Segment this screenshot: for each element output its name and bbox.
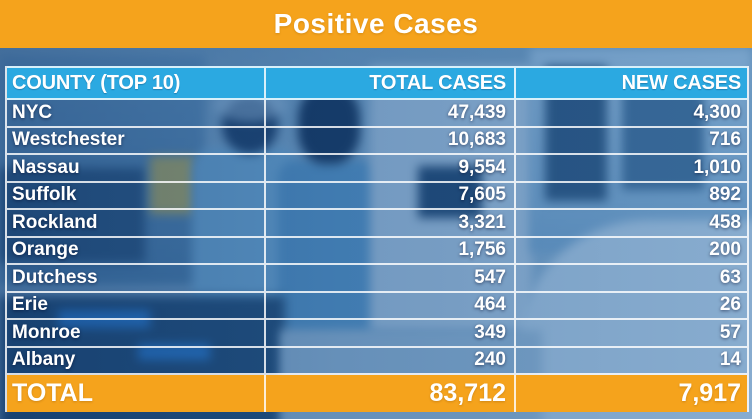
- title-band: Positive Cases: [0, 0, 752, 48]
- total-cases-cell: 1,756: [266, 237, 516, 263]
- new-cases-cell: 1,010: [693, 156, 741, 178]
- total-cases-cell: 7,605: [266, 182, 516, 208]
- new-cases-cell: 4,300: [693, 101, 741, 123]
- header-county: COUNTY (TOP 10): [7, 68, 266, 98]
- table-row: Orange 1,756 200: [7, 237, 747, 265]
- new-cases-cell: 14: [719, 349, 741, 371]
- new-cases-cell: 458: [709, 211, 741, 233]
- total-cases-cell: 47,439: [266, 100, 516, 126]
- header-new-cases: NEW CASES: [621, 71, 742, 94]
- new-cases-cell: 716: [709, 129, 741, 151]
- county-cell: Suffolk: [7, 182, 266, 208]
- cases-table: COUNTY (TOP 10) TOTAL CASES NEW CASES NY…: [5, 66, 749, 412]
- table-row: Monroe 349 57: [7, 320, 747, 348]
- new-cases-cell: 200: [709, 239, 741, 261]
- county-cell: Dutchess: [7, 265, 266, 291]
- total-cases-cell: 3,321: [266, 210, 516, 236]
- total-cases-value: 83,712: [266, 375, 516, 412]
- total-row: TOTAL 83,712 7,917: [7, 375, 747, 412]
- total-cases-cell: 349: [266, 320, 516, 346]
- county-cell: Erie: [7, 292, 266, 318]
- table-row: Nassau 9,554 1,010: [7, 155, 747, 183]
- total-cases-cell: 547: [266, 265, 516, 291]
- header-total-cases: TOTAL CASES: [266, 68, 516, 98]
- county-cell: Westchester: [7, 127, 266, 153]
- new-cases-cell: 57: [719, 321, 741, 343]
- table-row: Erie 464 26: [7, 292, 747, 320]
- table-row: Dutchess 547 63: [7, 265, 747, 293]
- table-header-row: COUNTY (TOP 10) TOTAL CASES NEW CASES: [7, 66, 747, 100]
- total-cases-cell: 9,554: [266, 155, 516, 181]
- table-body: NYC 47,439 4,300 Westchester 10,683 716 Nassau…: [7, 100, 747, 375]
- county-cell: Nassau: [7, 155, 266, 181]
- new-cases-cell: 892: [709, 184, 741, 206]
- total-new-cases-value: 7,917: [678, 379, 741, 407]
- county-cell: Rockland: [7, 210, 266, 236]
- total-cases-cell: 464: [266, 292, 516, 318]
- table-row: NYC 47,439 4,300: [7, 100, 747, 128]
- table-row: Albany 240 14: [7, 347, 747, 375]
- total-cases-cell: 10,683: [266, 127, 516, 153]
- table-row: Suffolk 7,605 892: [7, 182, 747, 210]
- county-cell: Orange: [7, 237, 266, 263]
- table-row: Westchester 10,683 716: [7, 127, 747, 155]
- blue-tint-overlay: [0, 48, 752, 419]
- county-cell: Albany: [7, 347, 266, 373]
- new-cases-cell: 63: [719, 266, 741, 288]
- total-cases-cell: 240: [266, 347, 516, 373]
- county-cell: NYC: [7, 100, 266, 126]
- new-cases-cell: 26: [719, 294, 741, 316]
- total-label: TOTAL: [7, 375, 266, 412]
- county-cell: Monroe: [7, 320, 266, 346]
- table-row: Rockland 3,321 458: [7, 210, 747, 238]
- page-title: Positive Cases: [273, 8, 479, 39]
